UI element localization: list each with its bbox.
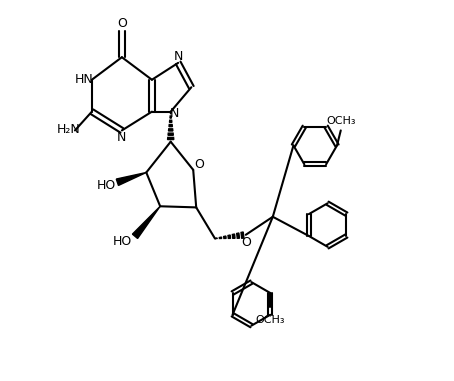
Polygon shape [215,238,217,239]
Polygon shape [168,129,173,131]
Text: OCH₃: OCH₃ [326,116,355,126]
Text: HO: HO [97,179,117,192]
Polygon shape [168,138,174,139]
Polygon shape [169,125,173,126]
Polygon shape [241,232,244,238]
Text: H₂N: H₂N [57,123,80,136]
Text: O: O [194,158,204,171]
Polygon shape [170,112,171,114]
Text: N: N [170,107,179,120]
Polygon shape [170,116,172,118]
Polygon shape [168,133,173,135]
Polygon shape [116,173,146,186]
Polygon shape [232,234,235,239]
Polygon shape [133,206,160,239]
Polygon shape [169,120,172,122]
Text: OCH₃: OCH₃ [256,315,285,325]
Text: N: N [173,50,183,63]
Polygon shape [219,237,222,239]
Text: N: N [117,131,127,144]
Text: O: O [242,236,252,249]
Polygon shape [237,233,240,238]
Text: HN: HN [75,73,94,86]
Text: O: O [117,17,127,30]
Polygon shape [224,236,226,239]
Polygon shape [228,235,231,239]
Text: HO: HO [113,235,132,248]
